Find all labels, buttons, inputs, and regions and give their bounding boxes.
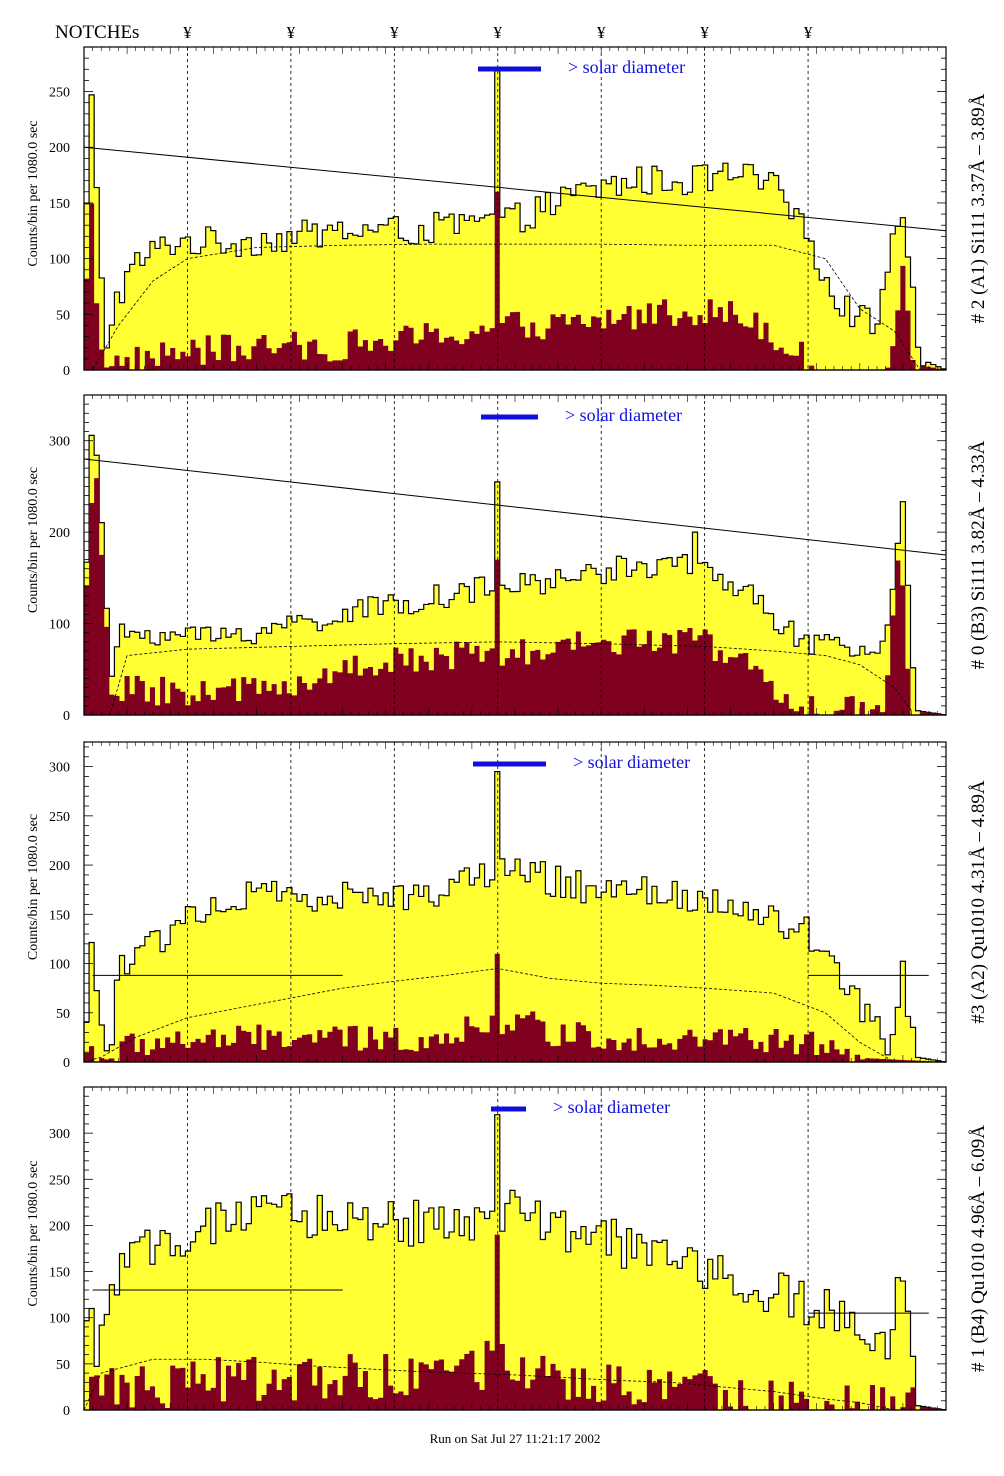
y-tick-label: 150 (49, 1266, 70, 1281)
y-tick-label: 100 (49, 618, 70, 633)
chart-panel-3: 0 50 100 150 200 250 300 Counts/bin per 1080.0 … (26, 1086, 989, 1419)
y-tick-label: 300 (49, 435, 70, 450)
y-tick-label: 0 (63, 1056, 70, 1071)
run-timestamp: Run on Sat Jul 27 11:21:17 2002 (430, 1431, 601, 1446)
notch-marker: ¥ (390, 23, 399, 42)
chart-panel-1: 0 100 200 300 Counts/bin per 1080.0 sec # 0 (… (26, 394, 989, 724)
y-axis-label: Counts/bin per 1080.0 sec (26, 120, 41, 266)
y-tick-label: 200 (49, 859, 70, 874)
histogram-total-counts (83, 770, 947, 1063)
notch-marker: ¥ (700, 23, 709, 42)
fit-dashed-line (84, 641, 912, 716)
trend-line (83, 146, 947, 232)
histogram-background-counts (84, 478, 946, 715)
fit-dashed-line (83, 968, 895, 1063)
y-tick-label: 50 (56, 1007, 70, 1022)
trend-line (83, 458, 947, 556)
chart-panels: 0 50 100 150 200 250 Counts/bin per 1080.0 sec… (26, 46, 989, 1419)
histogram-total-counts (83, 434, 947, 716)
notches-label: NOTCHEs (55, 22, 139, 43)
y-tick-label: 200 (49, 526, 70, 541)
solar-diameter-annotation: > solar diameter (553, 1097, 670, 1117)
y-axis-label: Counts/bin per 1080.0 sec (26, 467, 41, 613)
y-tick-label: 250 (49, 810, 70, 825)
y-tick-label: 100 (49, 1312, 70, 1327)
y-tick-label: 100 (49, 253, 70, 268)
notch-marker: ¥ (597, 23, 606, 42)
histogram-total-counts (83, 68, 947, 371)
fit-dashed-line (84, 243, 921, 371)
panel-label: #3 (A2) Qu1010 4.31Å – 4.89Å (968, 780, 989, 1024)
y-tick-label: 50 (56, 1358, 70, 1373)
y-tick-label: 250 (49, 86, 70, 101)
y-tick-label: 0 (63, 709, 70, 724)
y-tick-label: 250 (49, 1173, 70, 1188)
chart-panel-0: 0 50 100 150 200 250 Counts/bin per 1080.0 sec… (26, 46, 989, 379)
y-tick-label: 150 (49, 908, 70, 923)
chart-panel-2: 0 50 100 150 200 250 300 Counts/bin per 1080.0 … (26, 741, 989, 1071)
y-tick-label: 200 (49, 141, 70, 156)
solar-diameter-annotation: > solar diameter (568, 57, 685, 77)
notch-marker: ¥ (287, 23, 296, 42)
notch-marker: ¥ (494, 23, 503, 42)
histogram-background-counts (84, 953, 946, 1062)
fit-dashed-line (83, 1358, 895, 1411)
y-tick-label: 0 (63, 1404, 70, 1419)
y-tick-label: 100 (49, 958, 70, 973)
y-axis-label: Counts/bin per 1080.0 sec (26, 814, 41, 960)
solar-diameter-annotation: > solar diameter (573, 752, 690, 772)
y-tick-label: 50 (56, 308, 70, 323)
panel-label: # 1 (B4) Qu1010 4.96Å – 6.09Å (968, 1125, 989, 1372)
panel-label: # 0 (B3) Si111 3.82Å – 4.33Å (968, 440, 989, 669)
y-tick-label: 150 (49, 197, 70, 212)
y-tick-label: 0 (63, 364, 70, 379)
solar-diameter-annotation: > solar diameter (565, 405, 682, 425)
y-axis-label: Counts/bin per 1080.0 sec (26, 1160, 41, 1306)
notch-marker: ¥ (804, 23, 813, 42)
y-tick-label: 300 (49, 761, 70, 776)
y-tick-label: 300 (49, 1127, 70, 1142)
histogram-total-counts (83, 1114, 947, 1411)
histogram-background-counts (84, 191, 946, 370)
notch-marker: ¥ (183, 23, 192, 42)
histogram-background-counts (84, 1234, 946, 1410)
panel-label: # 2 (A1) Si111 3.37Å – 3.89Å (968, 93, 989, 323)
y-tick-label: 200 (49, 1219, 70, 1234)
notch-markers: ¥ ¥ ¥ ¥ ¥ ¥ ¥ (183, 23, 813, 42)
